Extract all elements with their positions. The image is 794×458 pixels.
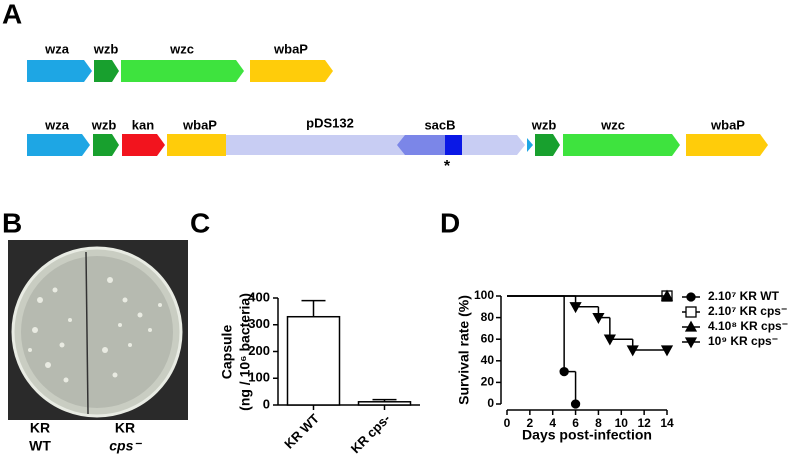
legend-marker (684, 320, 698, 332)
plate-photo (8, 240, 188, 420)
asterisk: * (444, 158, 451, 175)
y-tick-label: 100 (474, 288, 494, 302)
strain-label: WT (29, 438, 51, 454)
panel-letter: D (440, 207, 460, 238)
gene (397, 135, 445, 155)
y-tick-label: 200 (248, 343, 270, 358)
strain-label: KR (115, 420, 135, 436)
gene-label: wbaP (182, 117, 217, 132)
gene (250, 60, 333, 82)
plasmid (226, 135, 525, 155)
x-tick-label: 10 (615, 416, 629, 430)
strain-label: KR (30, 420, 50, 436)
y-axis-label: (ng / 10⁶ bacteria) (237, 293, 253, 411)
gene (93, 134, 119, 156)
gene-label: wzc (169, 41, 194, 56)
y-tick-label: 20 (481, 375, 495, 389)
panel-letter: B (2, 207, 22, 238)
x-tick-label: 6 (572, 416, 579, 430)
gene-label: wzc (600, 117, 625, 132)
gene (167, 134, 226, 156)
y-axis-label: Capsule (219, 325, 235, 380)
legend-label: 2.10⁷ KR cps⁻ (708, 304, 787, 318)
strain-label: cps⁻ (109, 438, 142, 454)
gene-row-1: wza wzb wzc wbaP (27, 41, 333, 82)
gene-label: wbaP (710, 117, 745, 132)
y-axis-label: Survival rate (%) (456, 295, 472, 405)
x-tick-label: KR WT (281, 411, 322, 452)
point (569, 302, 582, 314)
y-tick-label: 80 (481, 310, 495, 324)
x-tick-label: 12 (637, 416, 651, 430)
gene (445, 135, 462, 155)
gene-label: kan (132, 117, 154, 132)
y-tick-label: 100 (248, 370, 270, 385)
x-axis-label: Days post-infection (522, 427, 652, 443)
gene (94, 60, 119, 82)
legend-label: 2.10⁷ KR WT (708, 289, 780, 303)
x-tick-label: 14 (660, 416, 674, 430)
y-tick-label: 0 (263, 396, 270, 411)
panel-letter: A (2, 0, 22, 29)
gene (535, 134, 560, 156)
point (570, 399, 581, 409)
y-tick-label: 60 (481, 331, 495, 345)
y-tick-label: 0 (487, 396, 494, 410)
gene-label: wzb (531, 117, 557, 132)
gene-label: wza (44, 41, 70, 56)
gene-label: wzb (91, 117, 117, 132)
point (660, 345, 674, 357)
point (603, 334, 616, 346)
gene (527, 138, 533, 152)
gene (122, 134, 165, 156)
legend-label: 10⁹ KR cps⁻ (708, 334, 778, 348)
gene-label: wza (44, 117, 70, 132)
y-tick-label: 40 (481, 353, 495, 367)
legend-marker (684, 337, 698, 349)
gene (27, 60, 92, 82)
gene (563, 134, 680, 156)
gene (27, 134, 90, 156)
point (626, 345, 639, 357)
x-tick-label: KR cps- (348, 411, 393, 456)
y-tick-label: 300 (248, 316, 270, 331)
legend-marker (686, 292, 696, 302)
gene-label: wzb (93, 41, 119, 56)
point (660, 289, 674, 301)
gene (121, 60, 244, 82)
legend-marker (685, 306, 697, 318)
panel-letter: C (190, 207, 210, 238)
x-tick-label: 8 (595, 416, 602, 430)
point (592, 312, 605, 324)
bar (357, 401, 412, 406)
gene-label: sacB (424, 117, 455, 132)
bar (286, 315, 341, 406)
x-tick-label: 2 (527, 416, 534, 430)
point (559, 366, 569, 377)
gene-label: wbaP (273, 41, 308, 56)
gene (686, 134, 768, 156)
y-tick-label: 400 (248, 289, 270, 304)
gene-row-2: wza wzb kan wbaP pDS132 sacB wzb wzc wba… (27, 115, 768, 175)
legend-label: 4.10⁸ KR cps⁻ (708, 319, 788, 333)
x-tick-label: 4 (549, 416, 556, 430)
gene-label: pDS132 (306, 115, 354, 130)
x-tick-label: 0 (504, 416, 511, 430)
